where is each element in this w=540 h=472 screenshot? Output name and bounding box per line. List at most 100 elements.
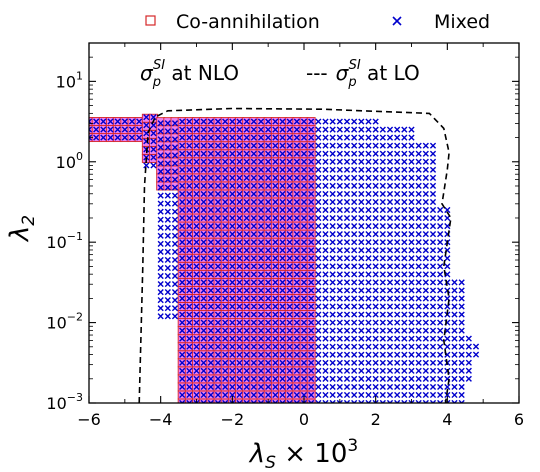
mixed-point bbox=[386, 239, 394, 246]
mixed-point bbox=[365, 158, 372, 165]
mixed-point bbox=[401, 174, 408, 181]
mixed-point bbox=[408, 150, 415, 157]
mixed-point bbox=[394, 271, 401, 278]
mixed-point bbox=[422, 367, 429, 374]
mixed-point bbox=[279, 134, 286, 141]
plot-area bbox=[89, 107, 480, 403]
mixed-point bbox=[286, 327, 293, 334]
mixed-point bbox=[222, 142, 229, 149]
mixed-point bbox=[286, 126, 293, 133]
mixed-point bbox=[300, 134, 308, 141]
mixed-point bbox=[279, 182, 286, 189]
mixed-point bbox=[250, 375, 257, 382]
mixed-point bbox=[315, 182, 322, 189]
mixed-point bbox=[358, 343, 365, 350]
mixed-point bbox=[186, 327, 193, 334]
mixed-point bbox=[229, 126, 236, 133]
mixed-point bbox=[186, 303, 193, 310]
mixed-point bbox=[250, 247, 257, 254]
mixed-point bbox=[286, 351, 293, 358]
mixed-point bbox=[272, 303, 279, 310]
mixed-point bbox=[429, 399, 437, 403]
mixed-point bbox=[236, 223, 243, 230]
mixed-point bbox=[372, 166, 379, 173]
mixed-point bbox=[243, 351, 250, 358]
mixed-point bbox=[343, 399, 351, 403]
mixed-point bbox=[279, 223, 286, 230]
mixed-point bbox=[329, 263, 336, 270]
mixed-point bbox=[243, 206, 250, 214]
mixed-point bbox=[379, 158, 386, 165]
mixed-point bbox=[422, 359, 429, 366]
mixed-point bbox=[286, 142, 293, 149]
mixed-point bbox=[179, 214, 186, 222]
mixed-point bbox=[229, 263, 236, 270]
mixed-point bbox=[200, 126, 207, 133]
mixed-point bbox=[265, 279, 272, 286]
mixed-point bbox=[257, 158, 265, 165]
mixed-point bbox=[222, 375, 229, 382]
mixed-point bbox=[365, 351, 372, 358]
mixed-point bbox=[379, 255, 386, 262]
mixed-point bbox=[229, 142, 236, 149]
mixed-point bbox=[250, 287, 257, 294]
mixed-point bbox=[207, 287, 214, 294]
mixed-point bbox=[243, 239, 250, 246]
mixed-point bbox=[286, 247, 293, 254]
mixed-point bbox=[429, 142, 437, 149]
mixed-point bbox=[193, 319, 200, 326]
mixed-point bbox=[365, 198, 372, 206]
mixed-point bbox=[308, 303, 315, 310]
mixed-point bbox=[236, 287, 243, 294]
mixed-point bbox=[422, 319, 429, 326]
mixed-point bbox=[315, 231, 322, 238]
mixed-point bbox=[343, 166, 351, 173]
mixed-point bbox=[308, 223, 315, 230]
mixed-point bbox=[171, 160, 179, 167]
mixed-point bbox=[164, 305, 171, 312]
mixed-point bbox=[437, 255, 444, 262]
mixed-point bbox=[372, 198, 379, 206]
mixed-point bbox=[186, 263, 193, 270]
mixed-point bbox=[408, 343, 415, 350]
mixed-point bbox=[229, 134, 236, 141]
mixed-point bbox=[279, 255, 286, 262]
mixed-point bbox=[214, 231, 222, 238]
mixed-point bbox=[300, 142, 308, 149]
mixed-point bbox=[300, 287, 308, 294]
mixed-point bbox=[329, 126, 336, 133]
mixed-point bbox=[171, 136, 179, 143]
x-tick-label: −2 bbox=[221, 410, 245, 429]
mixed-point bbox=[379, 271, 386, 278]
mixed-point bbox=[186, 223, 193, 230]
mixed-point bbox=[465, 351, 472, 358]
mixed-point bbox=[343, 142, 351, 149]
mixed-point bbox=[429, 255, 437, 262]
mixed-point bbox=[186, 271, 193, 278]
mixed-point bbox=[379, 206, 386, 214]
mixed-point bbox=[93, 134, 100, 141]
mixed-point bbox=[272, 223, 279, 230]
mixed-point bbox=[293, 255, 300, 262]
mixed-point bbox=[114, 118, 121, 125]
mixed-point bbox=[164, 224, 171, 231]
mixed-point bbox=[401, 239, 408, 246]
mixed-point bbox=[243, 303, 250, 310]
mixed-point bbox=[179, 150, 186, 157]
mixed-point bbox=[179, 391, 186, 399]
mixed-point bbox=[437, 206, 444, 214]
mixed-point bbox=[451, 279, 458, 286]
mixed-point bbox=[415, 214, 422, 222]
mixed-point bbox=[207, 166, 214, 173]
mixed-point bbox=[351, 351, 358, 358]
mixed-point bbox=[336, 239, 343, 246]
mixed-point bbox=[343, 198, 351, 206]
mixed-point bbox=[401, 158, 408, 165]
mixed-point bbox=[408, 391, 415, 399]
mixed-point bbox=[200, 182, 207, 189]
mixed-point bbox=[257, 399, 265, 403]
mixed-point bbox=[100, 126, 107, 133]
mixed-point bbox=[250, 327, 257, 334]
mixed-point bbox=[200, 142, 207, 149]
mixed-point bbox=[329, 279, 336, 286]
